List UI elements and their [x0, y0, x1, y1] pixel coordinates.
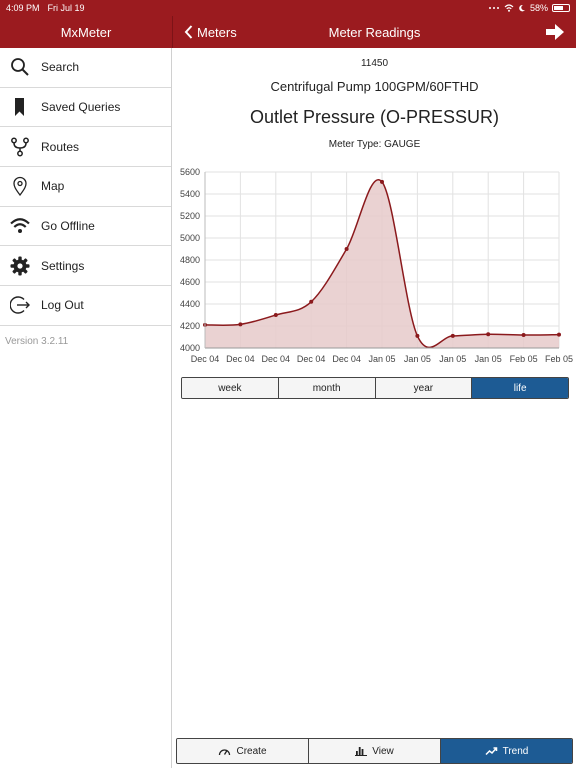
x-tick-label: Feb 05 [510, 354, 538, 364]
chart-title: Outlet Pressure (O-PRESSUR) [249, 107, 500, 127]
data-point [273, 313, 278, 317]
sidebar-item-label: Settings [41, 258, 85, 273]
gauge-icon [219, 749, 231, 756]
y-tick-label: 4600 [180, 277, 200, 287]
status-time: 4:09 PM [6, 3, 40, 13]
battery-icon [552, 4, 570, 12]
data-point [238, 322, 243, 327]
create-tab-button[interactable]: Create [177, 739, 309, 763]
range-month-button[interactable]: month [278, 378, 376, 398]
sidebar-item-routes[interactable]: Routes [0, 127, 171, 168]
sidebar-item-go-offline[interactable]: Go Offline [0, 207, 171, 247]
chart-container: 4000 4200 4400 4600 4800 5000 5200 5400 5600 Dec … [173, 165, 576, 370]
data-point [344, 247, 349, 251]
sidebar-item-label: Routes [41, 139, 80, 154]
x-tick-label: Jan 05 [368, 354, 395, 364]
header: MxMeter Meter Readings Meters [0, 16, 576, 48]
header-divider [172, 16, 173, 48]
version-label: Version 3.2.11 [5, 335, 69, 347]
wifi-icon [10, 216, 30, 236]
sidebar-item-saved-queries[interactable]: Saved Queries [0, 88, 171, 128]
series-area-fill [205, 179, 559, 348]
sidebar-item-label: Go Offline [41, 219, 95, 234]
create-tab-label: Create [236, 745, 267, 757]
y-tick-label: 4200 [180, 321, 200, 331]
map-pin-icon [10, 176, 30, 197]
sidebar-item-label: Map [41, 179, 65, 194]
data-point [380, 179, 384, 184]
back-button-label: Meters [197, 24, 237, 40]
chevron-left-icon [184, 25, 193, 39]
data-point [450, 333, 455, 338]
search-icon [10, 57, 30, 77]
range-year-button[interactable]: year [375, 378, 473, 398]
trend-chart: 4000 4200 4400 4600 4800 5000 5200 5400 5600 Dec … [180, 167, 573, 364]
back-button[interactable]: Meters [184, 16, 237, 48]
x-tick-label: Dec 04 [332, 354, 361, 364]
logout-icon [10, 295, 30, 315]
y-tick-label: 5200 [180, 211, 200, 221]
data-point [415, 333, 420, 338]
x-tick-label: Dec 04 [262, 354, 291, 364]
status-bar: 4:09 PM Fri Jul 19 58% [0, 0, 576, 16]
meter-number: 11450 [360, 58, 389, 69]
x-tick-label: Feb 05 [545, 354, 573, 364]
wifi-status-icon [504, 4, 514, 12]
x-tick-label: Jan 05 [404, 354, 431, 364]
trend-tab-button[interactable]: Trend [441, 739, 572, 763]
battery-percent: 58% [529, 3, 548, 13]
sidebar-item-settings[interactable]: Settings [0, 246, 171, 287]
trend-icon [485, 747, 497, 756]
signal-dots-icon [488, 7, 499, 9]
data-point [521, 333, 526, 338]
y-tick-label: 4800 [180, 255, 200, 265]
sidebar-item-search[interactable]: Search [0, 48, 171, 88]
y-tick-label: 4000 [180, 343, 200, 353]
trend-tab-label: Trend [502, 745, 529, 757]
range-week-button[interactable]: week [182, 378, 279, 398]
sidebar-item-log-out[interactable]: Log Out [0, 286, 171, 326]
main-content: 11450 Centrifugal Pump 100GPM/60FTHD Out… [173, 48, 576, 768]
data-point [309, 299, 314, 304]
bookmark-icon [10, 97, 30, 117]
forward-arrow-icon[interactable] [544, 22, 566, 42]
y-tick-label: 5600 [180, 167, 200, 177]
status-date: Fri Jul 19 [47, 3, 85, 13]
asset-description: Centrifugal Pump 100GPM/60FTHD [270, 79, 479, 94]
range-selector: week month year life [181, 377, 569, 399]
x-tick-label: Jan 05 [439, 354, 466, 364]
view-tab-button[interactable]: View [309, 739, 441, 763]
sidebar: Search Saved Queries Routes Map Go Offli… [0, 48, 172, 768]
y-tick-label: 4400 [180, 299, 200, 309]
route-icon [10, 137, 30, 157]
x-tick-label: Dec 04 [297, 354, 326, 364]
sidebar-item-label: Log Out [41, 298, 84, 313]
x-tick-label: Dec 04 [226, 354, 255, 364]
data-point [557, 332, 561, 337]
y-tick-label: 5400 [180, 189, 200, 199]
sidebar-item-label: Search [41, 60, 80, 75]
view-tab-label: View [372, 745, 394, 757]
moon-icon [519, 4, 525, 12]
y-tick-label: 5000 [180, 233, 200, 243]
range-life-button[interactable]: life [472, 378, 568, 398]
sidebar-item-map[interactable]: Map [0, 167, 171, 207]
sidebar-item-label: Saved Queries [41, 100, 121, 115]
data-point [486, 332, 491, 337]
meter-type: Meter Type: GAUGE [328, 139, 421, 150]
x-tick-label: Jan 05 [475, 354, 502, 364]
app-title: MxMeter [60, 24, 112, 40]
bottom-tab-bar: Create View Trend [176, 738, 573, 764]
x-tick-label: Dec 04 [191, 354, 220, 364]
bar-chart-icon [355, 747, 368, 756]
gear-icon [10, 256, 30, 276]
